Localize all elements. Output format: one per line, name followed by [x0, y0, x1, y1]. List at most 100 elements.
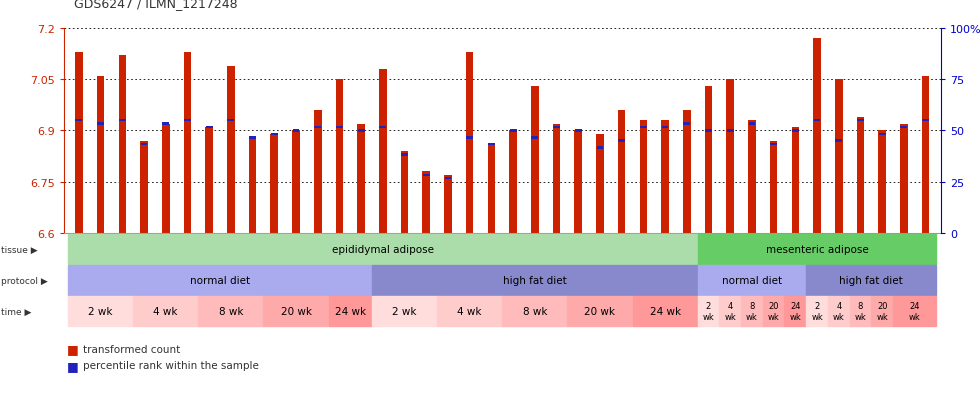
Bar	[726, 80, 734, 233]
Bar	[75, 53, 82, 233]
Bar	[422, 174, 429, 177]
Text: 8
wk: 8 wk	[855, 302, 866, 321]
Text: 4
wk: 4 wk	[833, 302, 845, 321]
Text: 2 wk: 2 wk	[392, 306, 416, 316]
Bar	[770, 141, 777, 233]
Text: 20
wk: 20 wk	[767, 302, 779, 321]
Bar	[857, 117, 864, 233]
Text: 4 wk: 4 wk	[458, 306, 482, 316]
Bar	[705, 87, 712, 233]
Bar	[575, 130, 582, 132]
Bar	[553, 126, 560, 129]
Text: epididymal adipose: epididymal adipose	[332, 244, 434, 254]
Bar	[227, 66, 234, 233]
Bar	[422, 172, 430, 233]
Text: normal diet: normal diet	[722, 275, 782, 285]
Bar	[792, 128, 799, 233]
Bar	[597, 147, 604, 150]
Bar	[227, 120, 234, 122]
Bar	[466, 53, 473, 233]
Text: 20 wk: 20 wk	[280, 306, 312, 316]
Text: transformed count: transformed count	[83, 344, 180, 354]
Bar	[162, 124, 170, 233]
Bar	[444, 176, 452, 233]
Bar	[140, 141, 148, 233]
Bar	[119, 56, 126, 233]
Bar	[640, 121, 647, 233]
Text: mesenteric adipose: mesenteric adipose	[765, 244, 868, 254]
Bar	[770, 144, 777, 146]
Bar	[379, 126, 386, 129]
Bar	[336, 126, 343, 129]
Text: time ▶: time ▶	[1, 307, 31, 316]
Bar	[270, 135, 278, 233]
Bar	[835, 140, 842, 142]
Bar	[466, 137, 473, 139]
Text: 24
wk: 24 wk	[790, 302, 802, 321]
Bar	[206, 128, 213, 233]
Text: high fat diet: high fat diet	[840, 275, 904, 285]
Text: percentile rank within the sample: percentile rank within the sample	[83, 361, 259, 370]
Bar	[662, 121, 669, 233]
Bar	[813, 39, 821, 233]
Bar	[314, 111, 321, 233]
Bar	[878, 131, 886, 233]
Text: 8
wk: 8 wk	[746, 302, 758, 321]
Text: high fat diet: high fat diet	[503, 275, 566, 285]
Bar	[618, 140, 625, 142]
Bar	[640, 126, 647, 129]
Bar	[184, 120, 191, 122]
Bar	[97, 77, 105, 233]
Bar	[531, 87, 539, 233]
Bar	[119, 120, 125, 122]
Bar	[748, 121, 756, 233]
Text: tissue ▶: tissue ▶	[1, 245, 37, 254]
Bar	[315, 126, 321, 129]
Bar	[445, 178, 452, 180]
Text: GDS6247 / ILMN_1217248: GDS6247 / ILMN_1217248	[74, 0, 237, 10]
Bar	[249, 138, 257, 233]
Bar	[379, 70, 387, 233]
Bar	[553, 124, 561, 233]
Text: 20
wk: 20 wk	[876, 302, 888, 321]
Text: protocol ▶: protocol ▶	[1, 276, 48, 285]
Bar	[879, 133, 886, 136]
Text: 20 wk: 20 wk	[584, 306, 615, 316]
Bar	[683, 123, 690, 126]
Bar	[922, 120, 929, 122]
Bar	[531, 137, 538, 139]
Text: 8 wk: 8 wk	[219, 306, 243, 316]
Text: 8 wk: 8 wk	[522, 306, 547, 316]
Text: 24 wk: 24 wk	[650, 306, 681, 316]
Bar	[662, 126, 668, 129]
Bar	[488, 144, 495, 146]
Bar	[813, 120, 820, 122]
Text: 24 wk: 24 wk	[335, 306, 366, 316]
Text: 2
wk: 2 wk	[703, 302, 714, 321]
Text: ■: ■	[67, 342, 78, 356]
Text: 2
wk: 2 wk	[811, 302, 823, 321]
Bar	[510, 131, 516, 233]
Bar	[574, 131, 582, 233]
Bar	[596, 135, 604, 233]
Bar	[206, 126, 213, 129]
Bar	[858, 120, 864, 122]
Text: 4
wk: 4 wk	[724, 302, 736, 321]
Bar	[617, 111, 625, 233]
Bar	[293, 130, 300, 132]
Bar	[922, 77, 929, 233]
Bar	[140, 144, 147, 146]
Bar	[292, 131, 300, 233]
Bar	[488, 145, 495, 233]
Bar	[683, 111, 691, 233]
Bar	[510, 130, 516, 132]
Bar	[183, 53, 191, 233]
Bar	[270, 133, 277, 136]
Bar	[163, 123, 170, 126]
Bar	[335, 80, 343, 233]
Bar	[900, 124, 907, 233]
Bar	[358, 124, 365, 233]
Bar	[75, 120, 82, 122]
Bar	[97, 123, 104, 126]
Text: 24
wk: 24 wk	[908, 302, 920, 321]
